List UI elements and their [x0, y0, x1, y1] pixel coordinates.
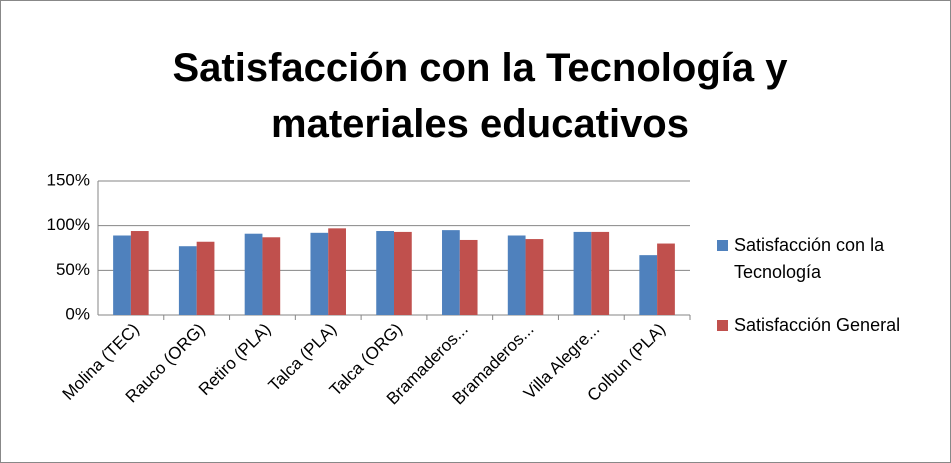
y-tick-label: 150% — [47, 170, 90, 189]
bar — [442, 230, 460, 315]
y-tick-label: 50% — [56, 260, 90, 279]
legend-swatch — [717, 240, 728, 251]
bar — [244, 233, 263, 315]
bar — [525, 239, 544, 315]
legend-label: Satisfacción con la Tecnología — [734, 235, 885, 282]
legend-swatch — [717, 320, 728, 331]
bar — [639, 255, 658, 315]
bar — [113, 235, 131, 315]
bar — [394, 231, 412, 315]
bar — [310, 232, 329, 315]
legend-item: Satisfacción General — [717, 312, 949, 339]
bar — [130, 231, 149, 315]
bar — [507, 235, 526, 315]
legend-item: Satisfacción con la Tecnología — [717, 232, 949, 286]
bar — [196, 241, 215, 315]
bar — [262, 237, 281, 315]
bar — [328, 228, 346, 315]
y-tick-label: 0% — [65, 304, 90, 323]
bar — [459, 239, 478, 315]
bar — [376, 231, 394, 315]
bar — [178, 246, 197, 315]
bar — [657, 243, 675, 315]
chart-title: Satisfacción con la Tecnología y materia… — [172, 46, 788, 146]
bar — [591, 231, 610, 315]
y-tick-label: 100% — [47, 215, 90, 234]
legend-label: Satisfacción General — [734, 315, 901, 335]
bar — [573, 231, 592, 315]
